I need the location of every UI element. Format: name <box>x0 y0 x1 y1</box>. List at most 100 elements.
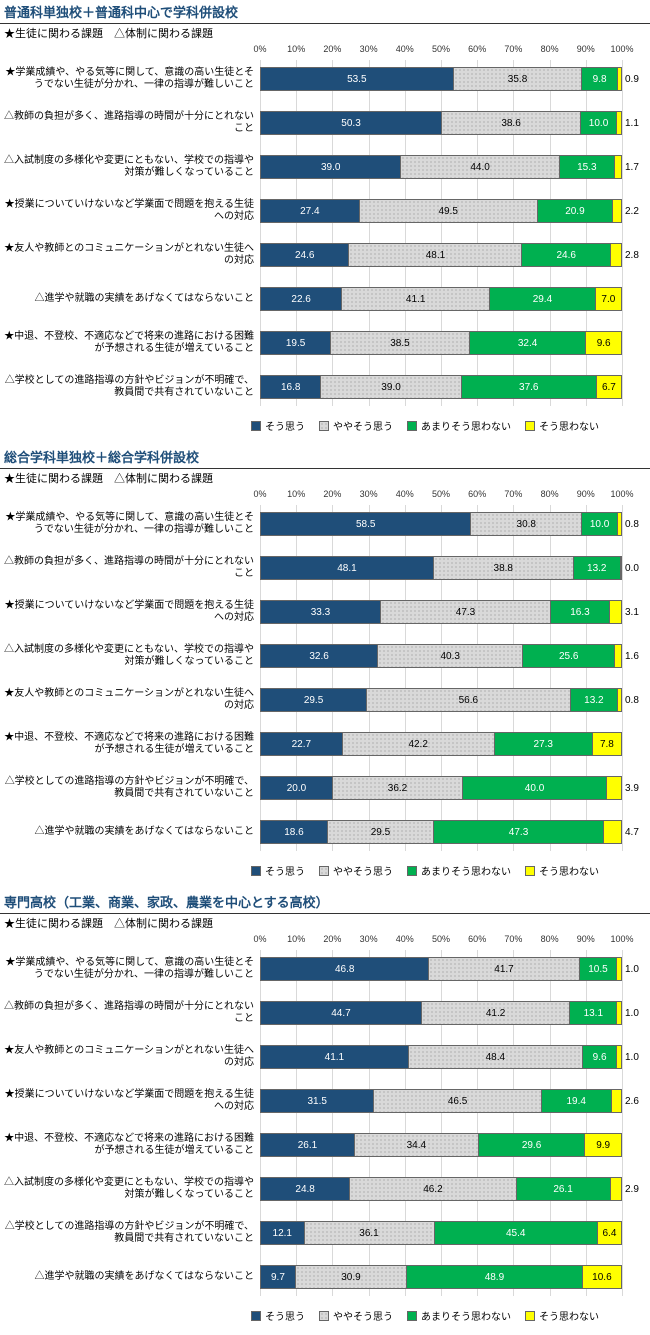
bar-stack: 58.530.810.0 <box>260 512 622 536</box>
bar-label: ★友人や教師とのコミュニケーションがとれない生徒への対応 <box>0 688 260 713</box>
bar-label: △入試制度の多様化や変更にともない、学校での指導や対策が難しくなっていること <box>0 644 260 669</box>
bar-segment: 38.6 <box>442 112 581 134</box>
axis-tick: 30% <box>360 934 378 944</box>
bar-segment <box>611 1178 621 1200</box>
bar-segment: 58.5 <box>261 513 471 535</box>
axis-tick: 70% <box>504 934 522 944</box>
bar-stack: 16.839.037.66.7 <box>260 375 622 399</box>
bar-segment: 18.6 <box>261 821 328 843</box>
axis-tick: 80% <box>541 934 559 944</box>
bar-segment <box>617 958 621 980</box>
bar-row: △学校としての進路指導の方針やビジョンが不明確で、教員間で共有されていないこと1… <box>0 1214 650 1252</box>
legend-label: そう思わない <box>539 418 599 433</box>
bar-segment: 34.4 <box>355 1134 479 1156</box>
bar-segment: 22.7 <box>261 733 343 755</box>
legend: そう思うややそう思うあまりそう思わないそう思わない <box>200 1302 650 1327</box>
legend-item: ややそう思う <box>319 418 393 433</box>
bar-segment: 45.4 <box>435 1222 598 1244</box>
legend-swatch <box>407 866 417 876</box>
bar-segment: 9.6 <box>583 1046 618 1068</box>
bar-label: ★授業についていけないなど学業面で問題を抱える生徒への対応 <box>0 600 260 625</box>
legend-swatch <box>319 421 329 431</box>
axis-tick: 20% <box>323 44 341 54</box>
bar-label: ★授業についていけないなど学業面で問題を抱える生徒への対応 <box>0 199 260 224</box>
outside-value: 0.9 <box>622 74 650 85</box>
axis-tick: 10% <box>287 489 305 499</box>
bar-segment: 33.3 <box>261 601 381 623</box>
bar-label: △教師の負担が多く、進路指導の時間が十分にとれないこと <box>0 1001 260 1026</box>
outside-value: 0.0 <box>622 563 650 574</box>
legend-label: あまりそう思わない <box>421 1308 511 1323</box>
bar-segment: 41.1 <box>342 288 490 310</box>
bar-row: △学校としての進路指導の方針やビジョンが不明確で、教員間で共有されていないこと2… <box>0 769 650 807</box>
bar-row: △入試制度の多様化や変更にともない、学校での指導や対策が難しくなっていること32… <box>0 637 650 675</box>
bar-stack: 29.556.613.2 <box>260 688 622 712</box>
legend-swatch <box>407 421 417 431</box>
legend-label: ややそう思う <box>333 1308 393 1323</box>
bar-segment: 15.3 <box>560 156 615 178</box>
legend-item: あまりそう思わない <box>407 863 511 878</box>
bar-label: △学校としての進路指導の方針やビジョンが不明確で、教員間で共有されていないこと <box>0 776 260 801</box>
bar-segment: 10.5 <box>580 958 618 980</box>
bar-segment: 53.5 <box>261 68 454 90</box>
legend-swatch <box>525 1311 535 1321</box>
bar-row: △進学や就職の実績をあげなくてはならないこと18.629.547.34.7 <box>0 813 650 851</box>
bar-segment: 46.5 <box>374 1090 541 1112</box>
axis-tick: 80% <box>541 489 559 499</box>
legend-label: そう思う <box>265 418 305 433</box>
bar-label: △進学や就職の実績をあげなくてはならないこと <box>0 1271 260 1284</box>
bar-segment: 41.1 <box>261 1046 409 1068</box>
bar-stack: 24.846.226.1 <box>260 1177 622 1201</box>
bar-segment: 13.2 <box>574 557 621 579</box>
legend-item: ややそう思う <box>319 1308 393 1323</box>
bar-segment: 39.0 <box>261 156 401 178</box>
legend-label: そう思わない <box>539 863 599 878</box>
axis-tick: 20% <box>323 934 341 944</box>
bar-stack: 19.538.532.49.6 <box>260 331 622 355</box>
bar-segment: 42.2 <box>343 733 495 755</box>
outside-value: 3.9 <box>622 783 650 794</box>
bar-segment: 13.1 <box>570 1002 617 1024</box>
axis-row: 0%10%20%30%40%50%60%70%80%90%100% <box>0 44 650 58</box>
bar-segment: 26.1 <box>517 1178 611 1200</box>
bar-stack: 39.044.015.3 <box>260 155 622 179</box>
bar-segment: 22.6 <box>261 288 342 310</box>
bar-row: ★学業成績や、やる気等に関して、意識の高い生徒とそうでない生徒が分かれ、一律の指… <box>0 505 650 543</box>
bar-stack: 53.535.89.8 <box>260 67 622 91</box>
bar-row: ★授業についていけないなど学業面で問題を抱える生徒への対応27.449.520.… <box>0 192 650 230</box>
legend-item: ややそう思う <box>319 863 393 878</box>
bar-label: △入試制度の多様化や変更にともない、学校での指導や対策が難しくなっていること <box>0 155 260 180</box>
bar-segment: 24.6 <box>522 244 610 266</box>
bar-segment: 9.9 <box>585 1134 621 1156</box>
axis-tick: 10% <box>287 44 305 54</box>
bar-segment: 26.1 <box>261 1134 355 1156</box>
bar-stack: 12.136.145.46.4 <box>260 1221 622 1245</box>
bar-segment: 19.5 <box>261 332 331 354</box>
bar-row: ★中退、不登校、不適応などで将来の進路における困難が予想される生徒が増えているこ… <box>0 725 650 763</box>
bar-segment: 40.3 <box>378 645 523 667</box>
legend: そう思うややそう思うあまりそう思わないそう思わない <box>200 412 650 437</box>
bar-segment: 6.7 <box>597 376 621 398</box>
axis-tick: 70% <box>504 44 522 54</box>
bar-label: ★学業成績や、やる気等に関して、意識の高い生徒とそうでない生徒が分かれ、一律の指… <box>0 67 260 92</box>
outside-value: 2.6 <box>622 1096 650 1107</box>
bar-stack: 27.449.520.9 <box>260 199 622 223</box>
bar-segment: 48.4 <box>409 1046 583 1068</box>
bar-segment: 35.8 <box>454 68 583 90</box>
legend-swatch <box>251 421 261 431</box>
axis-tick: 50% <box>432 489 450 499</box>
bar-row: △教師の負担が多く、進路指導の時間が十分にとれないこと44.741.213.11… <box>0 994 650 1032</box>
axis-tick: 30% <box>360 44 378 54</box>
outside-value: 2.8 <box>622 250 650 261</box>
axis-tick: 40% <box>396 934 414 944</box>
bar-segment: 38.8 <box>434 557 574 579</box>
axis-tick: 0% <box>253 489 266 499</box>
bar-segment: 16.3 <box>551 601 610 623</box>
bar-segment: 13.2 <box>571 689 618 711</box>
axis-tick: 10% <box>287 934 305 944</box>
bar-segment: 24.6 <box>261 244 349 266</box>
bar-segment: 46.8 <box>261 958 429 980</box>
bar-segment: 47.3 <box>381 601 551 623</box>
legend: そう思うややそう思うあまりそう思わないそう思わない <box>200 857 650 882</box>
chart-subtitle: ★生徒に関わる課題 △体制に関わる課題 <box>0 24 650 44</box>
